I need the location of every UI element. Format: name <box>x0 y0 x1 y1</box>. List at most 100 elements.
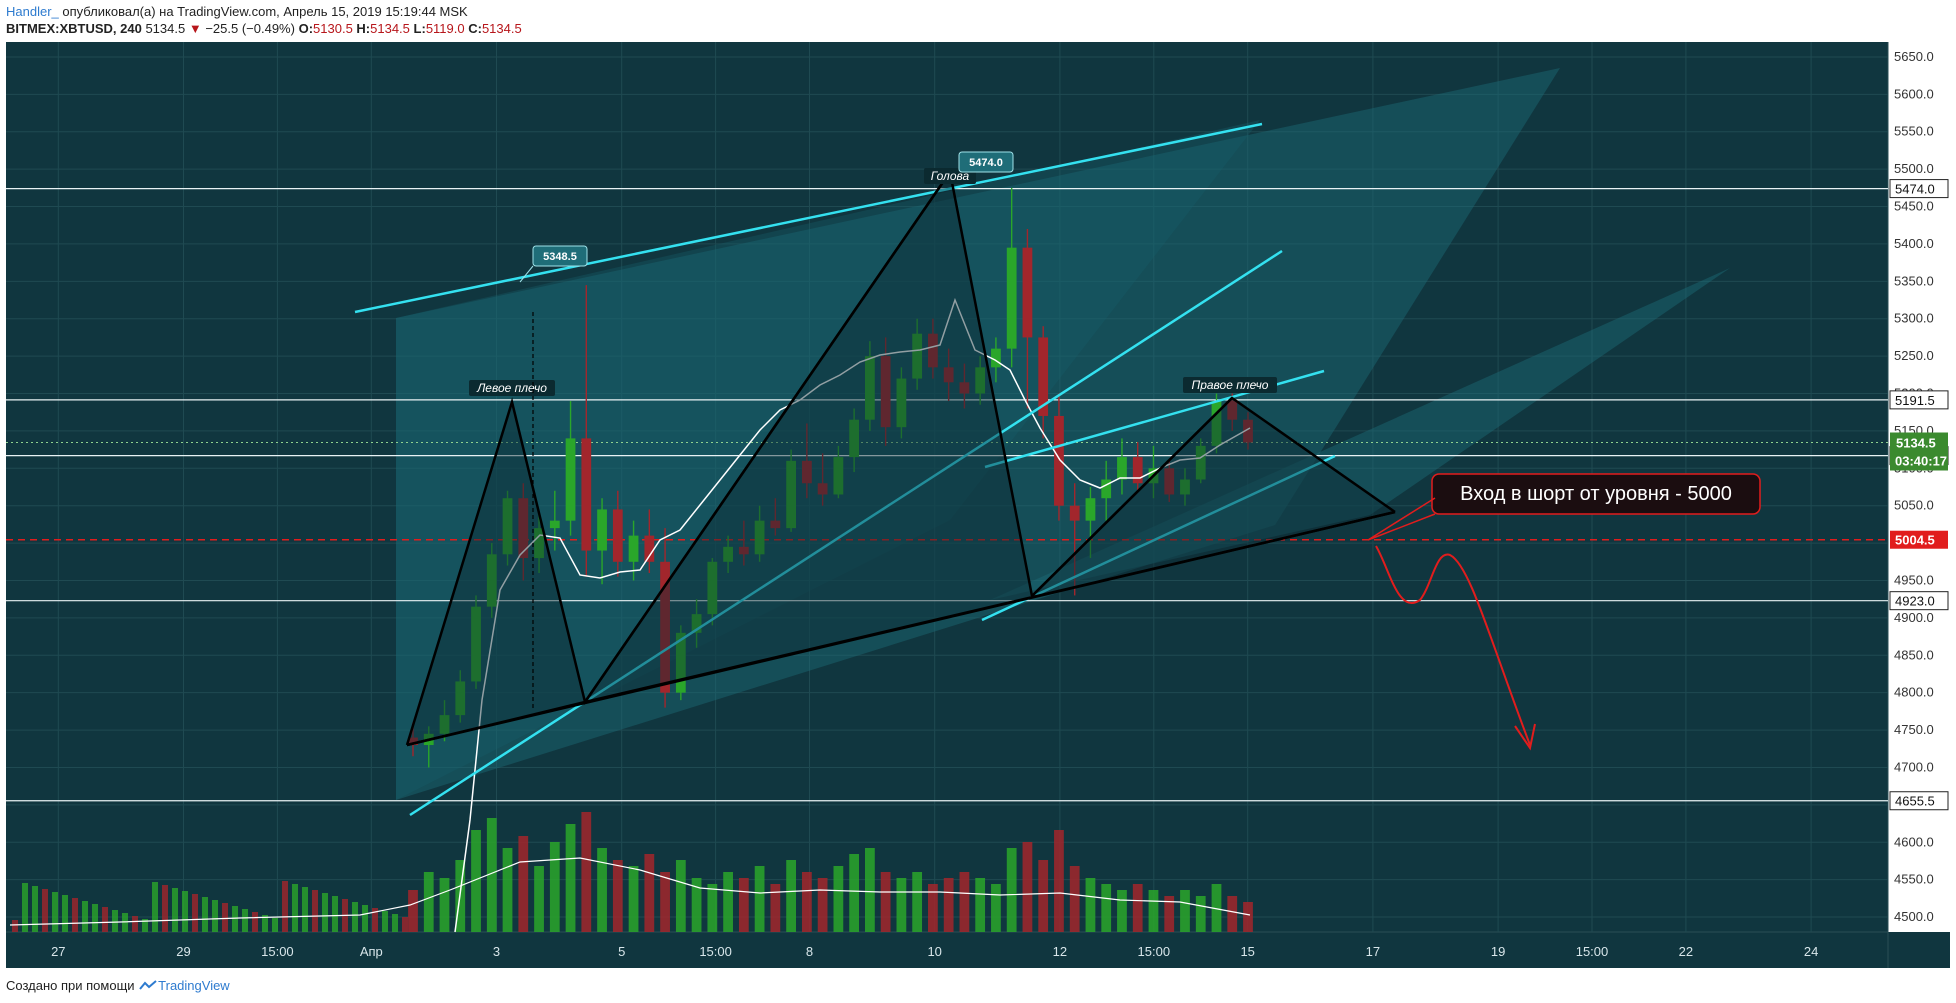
y-tick-label: 4800.0 <box>1894 685 1934 700</box>
published-text: опубликовал(а) на TradingView.com, Апрел… <box>62 4 468 19</box>
y-tick-label: 5600.0 <box>1894 86 1934 101</box>
volume-bar <box>502 848 513 932</box>
volume-bar <box>943 878 954 932</box>
volume-bar <box>112 910 118 932</box>
volume-bar <box>770 884 781 932</box>
volume-bar <box>1006 848 1017 932</box>
head-label: Голова <box>931 169 970 183</box>
volume-bar <box>691 878 702 932</box>
candle-body <box>549 520 560 529</box>
volume-bar <box>817 878 828 932</box>
candle-body <box>1085 498 1096 521</box>
author-link[interactable]: Handler_ <box>6 4 59 19</box>
footer-brand[interactable]: TradingView <box>158 978 230 993</box>
volume-bar <box>628 866 639 932</box>
y-tick-label: 5400.0 <box>1894 236 1934 251</box>
volume-bar <box>849 854 860 932</box>
candle-body <box>1164 468 1175 495</box>
head-and-shoulders <box>405 168 1396 747</box>
volume-bar <box>82 901 88 932</box>
volume-bar <box>581 812 592 932</box>
close-label: C: <box>468 21 482 36</box>
candle-body <box>644 535 655 562</box>
candle-body <box>1243 419 1253 443</box>
volume-bar <box>392 914 398 932</box>
volume-bar <box>182 891 188 932</box>
volume-bar <box>738 878 749 932</box>
volume-bar <box>471 830 481 932</box>
volume-bar <box>597 848 607 932</box>
level-tag <box>1889 390 1949 410</box>
volume-bar <box>754 866 765 932</box>
volume-bar <box>644 854 655 932</box>
volume-bar <box>212 900 218 932</box>
y-tick-label: 5550.0 <box>1894 124 1934 139</box>
volume-bar <box>675 860 686 932</box>
volume-bar <box>252 912 258 932</box>
last-price-countdown: 03:40:17 <box>1895 454 1947 469</box>
x-tick-label: 15:00 <box>699 944 732 959</box>
volume-bar <box>534 866 544 932</box>
volume-bar <box>232 906 238 932</box>
level-tag <box>1890 530 1948 549</box>
volume-bar <box>1085 878 1096 932</box>
volume-bar <box>1211 884 1222 932</box>
low-label: L: <box>413 21 426 36</box>
volume-bar <box>52 892 58 932</box>
volume-bar <box>282 881 288 932</box>
high-value: 5134.5 <box>370 21 410 36</box>
volume-bar <box>1164 896 1175 932</box>
volume-bar <box>352 902 358 932</box>
y-tick-label: 4600.0 <box>1894 834 1934 849</box>
candle-body <box>1038 337 1049 416</box>
volume-bar <box>723 872 733 932</box>
low-value: 5119.0 <box>425 21 465 36</box>
volume-bar <box>132 916 138 932</box>
x-tick-label: 17 <box>1366 944 1380 959</box>
x-tick-label: 12 <box>1053 944 1067 959</box>
volume-bar <box>786 860 796 932</box>
candle-body <box>912 333 923 379</box>
volume-bar <box>423 872 434 932</box>
candle-body <box>1101 479 1112 499</box>
horizontal-levels <box>6 187 1888 802</box>
volume-bar <box>991 884 1001 932</box>
candles <box>408 187 1253 768</box>
volume-bar <box>1038 860 1049 932</box>
moving-average <box>9 297 1251 933</box>
time-axis[interactable] <box>6 932 1950 968</box>
price-chart[interactable]: Левое плечо Голова Правое плечо 5348.5 5… <box>0 0 1956 975</box>
volume-bar <box>192 894 198 932</box>
right-shoulder-label: Правое плечо <box>1192 378 1269 392</box>
time-axis-labels: 27 29 15:00 Апр 3 5 15:00 8 10 12 15:00 15 17 19 15:00… <box>51 944 1818 959</box>
volume-bar <box>372 908 378 932</box>
price-label-5474: 5474.0 <box>969 157 1003 169</box>
candle-body <box>534 528 544 559</box>
candle-body <box>786 460 796 529</box>
close-value: 5134.5 <box>481 21 522 36</box>
level-tag <box>1889 591 1949 611</box>
volume-bar <box>959 872 970 932</box>
candle-body <box>880 356 891 428</box>
short-callout-text: Вход в шорт от уровня - 5000 <box>1460 483 1732 505</box>
volume-bar <box>22 883 28 932</box>
x-tick-label: 27 <box>51 944 65 959</box>
level-tag-label: 4923.0 <box>1895 594 1935 609</box>
volume-bar <box>42 889 48 932</box>
x-tick-label: 15:00 <box>261 944 294 959</box>
y-tick-label: 5300.0 <box>1894 311 1934 326</box>
candle-body <box>849 419 860 458</box>
price-label-5348: 5348.5 <box>543 251 577 263</box>
level-tag <box>1889 179 1949 199</box>
volume-bar <box>1243 902 1253 932</box>
y-tick-label: 5350.0 <box>1894 273 1934 288</box>
footer: Создано при помощи TradingView <box>6 978 230 994</box>
candle-body <box>1054 415 1064 506</box>
candle-body <box>723 546 733 562</box>
volume-bar <box>202 897 208 932</box>
candle-body <box>1069 505 1080 521</box>
candle-body <box>943 367 954 383</box>
channel-fills <box>396 68 1730 800</box>
x-tick-label: 10 <box>927 944 941 959</box>
volume-bar <box>1069 866 1080 932</box>
